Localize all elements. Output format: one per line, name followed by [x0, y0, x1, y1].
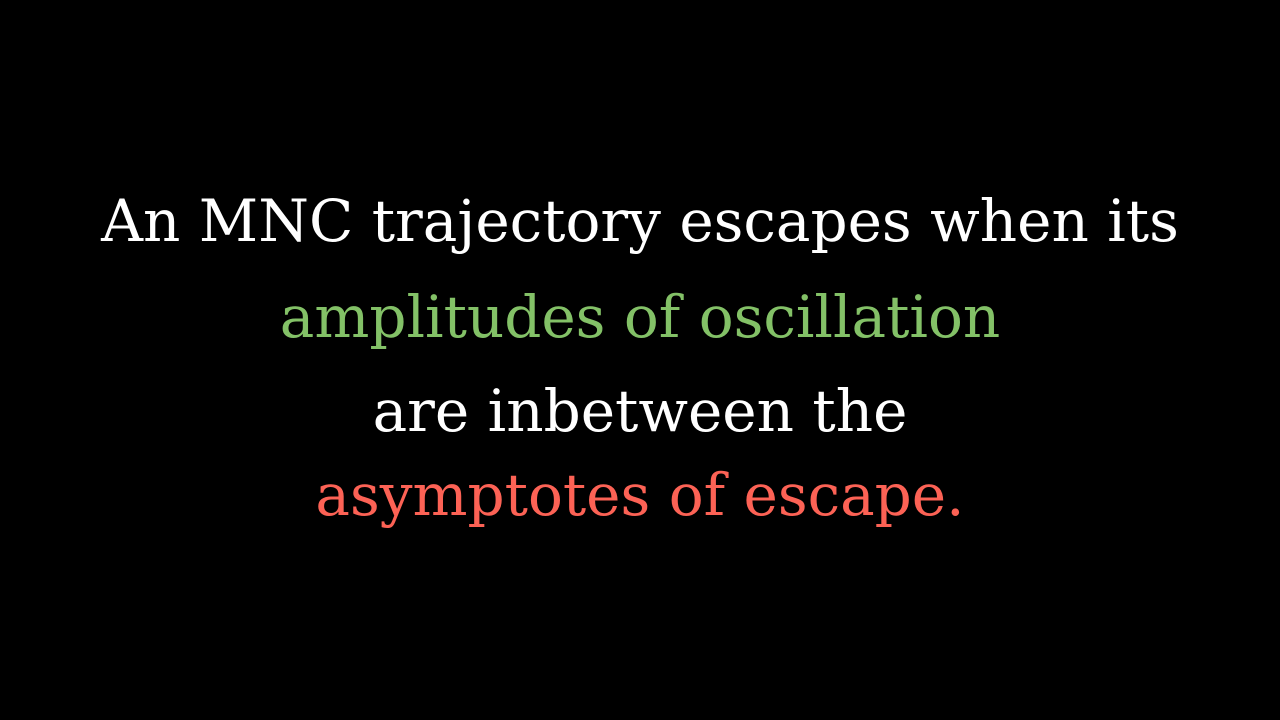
highlight-asymptotes: asymptotes of escape.: [315, 461, 965, 529]
highlight-amplitudes: amplitudes of oscillation: [279, 283, 1001, 351]
text-line-3: are inbetween the: [372, 377, 908, 445]
text-line-1: An MNC trajectory escapes when its: [101, 187, 1179, 255]
